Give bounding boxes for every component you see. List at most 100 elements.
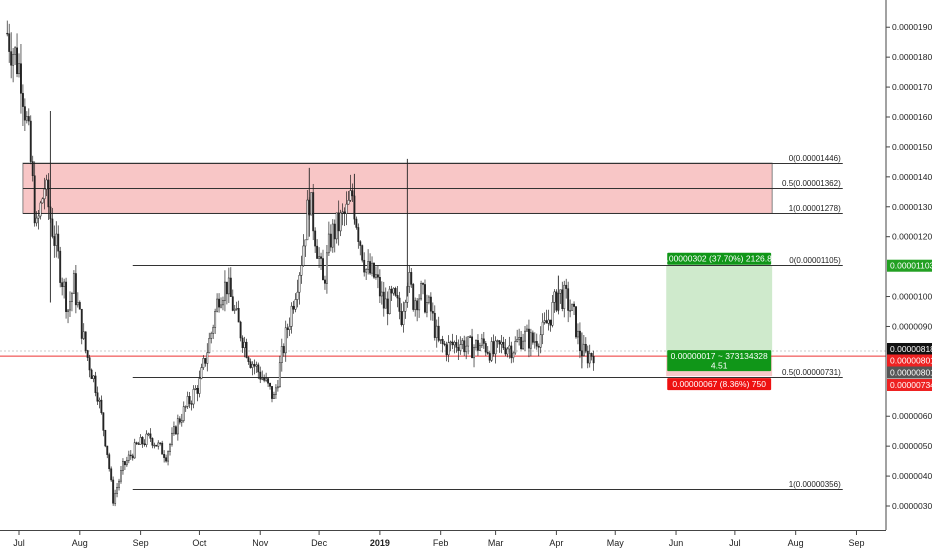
candle	[86, 349, 89, 362]
candle	[104, 429, 107, 448]
candle	[239, 320, 242, 342]
candle	[25, 111, 28, 124]
candle	[541, 313, 544, 345]
candle	[218, 293, 221, 313]
candle	[384, 287, 387, 309]
candle	[159, 442, 162, 446]
entry-label-box	[667, 350, 772, 372]
candle	[567, 281, 570, 323]
candle	[404, 299, 407, 319]
stop-label-box	[667, 378, 772, 391]
candle	[137, 441, 140, 445]
candle	[123, 461, 126, 470]
candle	[65, 277, 68, 319]
candle	[526, 324, 528, 332]
candle	[294, 293, 297, 313]
candle	[57, 225, 60, 259]
price-tag	[887, 354, 932, 367]
candle	[108, 452, 111, 472]
candle	[463, 335, 466, 356]
candle	[51, 207, 54, 239]
candle	[174, 425, 177, 435]
candle	[178, 416, 181, 425]
candle	[302, 234, 305, 267]
x-tick-label: Sep	[848, 538, 864, 548]
candle	[208, 332, 211, 354]
candle	[90, 368, 93, 379]
candle	[388, 286, 391, 315]
candle	[116, 483, 119, 498]
x-tick-label: Nov	[252, 538, 269, 548]
candle	[351, 183, 354, 202]
candle	[149, 428, 152, 442]
candle	[371, 256, 373, 277]
candle	[96, 386, 99, 405]
candle	[392, 287, 395, 296]
candle	[447, 335, 450, 363]
candle	[382, 281, 385, 317]
candle	[257, 362, 260, 380]
candle	[522, 333, 525, 351]
candle	[329, 224, 332, 252]
candle	[290, 302, 293, 334]
candle	[545, 309, 548, 324]
candle	[592, 350, 595, 371]
x-tick-label: Jun	[669, 538, 684, 548]
price-tag	[887, 342, 932, 355]
candle	[131, 453, 134, 461]
candle	[508, 336, 511, 359]
candle	[410, 268, 413, 288]
candle	[265, 372, 268, 383]
candle	[455, 335, 458, 353]
candle	[255, 361, 258, 373]
candle	[502, 336, 505, 351]
candle	[200, 363, 203, 380]
x-tick-label: Aug	[788, 538, 804, 548]
candle	[286, 323, 289, 339]
x-tick-label: Apr	[549, 538, 563, 548]
price-tag-label: 0.00001103	[890, 261, 932, 271]
candle	[427, 295, 430, 305]
candle	[512, 351, 515, 363]
x-tick-label: Sep	[133, 538, 149, 548]
candle	[527, 319, 530, 358]
candle	[459, 336, 462, 355]
candle	[573, 301, 575, 315]
candle	[327, 221, 330, 257]
candle	[43, 177, 46, 210]
candle	[443, 340, 446, 347]
candle	[316, 239, 319, 259]
stop-label: 0.00000067 (8.36%) 750	[672, 379, 766, 389]
candle	[424, 279, 426, 314]
x-tick-label: 2019	[370, 538, 390, 548]
candle	[577, 323, 579, 345]
candle	[212, 324, 215, 340]
candle	[325, 245, 328, 294]
candle	[237, 300, 240, 323]
candle	[518, 328, 521, 346]
candle	[439, 339, 442, 344]
candle	[141, 436, 144, 448]
candle	[337, 200, 340, 246]
candle	[157, 440, 160, 450]
candle	[29, 115, 32, 165]
price-tag-label: 0.00000801	[890, 356, 932, 366]
fib-retracement-layer[interactable]	[22, 163, 843, 490]
candle	[292, 300, 295, 314]
candle	[478, 342, 481, 351]
candle	[435, 319, 438, 348]
candle	[276, 379, 279, 392]
candle	[569, 299, 572, 318]
candle	[251, 361, 254, 376]
candle	[235, 301, 238, 311]
candle	[120, 466, 122, 484]
candle	[98, 397, 101, 409]
candle	[375, 266, 377, 280]
candle	[214, 308, 217, 335]
x-tick-label: Aug	[72, 538, 88, 548]
target-label-box	[667, 252, 772, 265]
candle	[398, 291, 401, 320]
candle	[437, 316, 440, 343]
